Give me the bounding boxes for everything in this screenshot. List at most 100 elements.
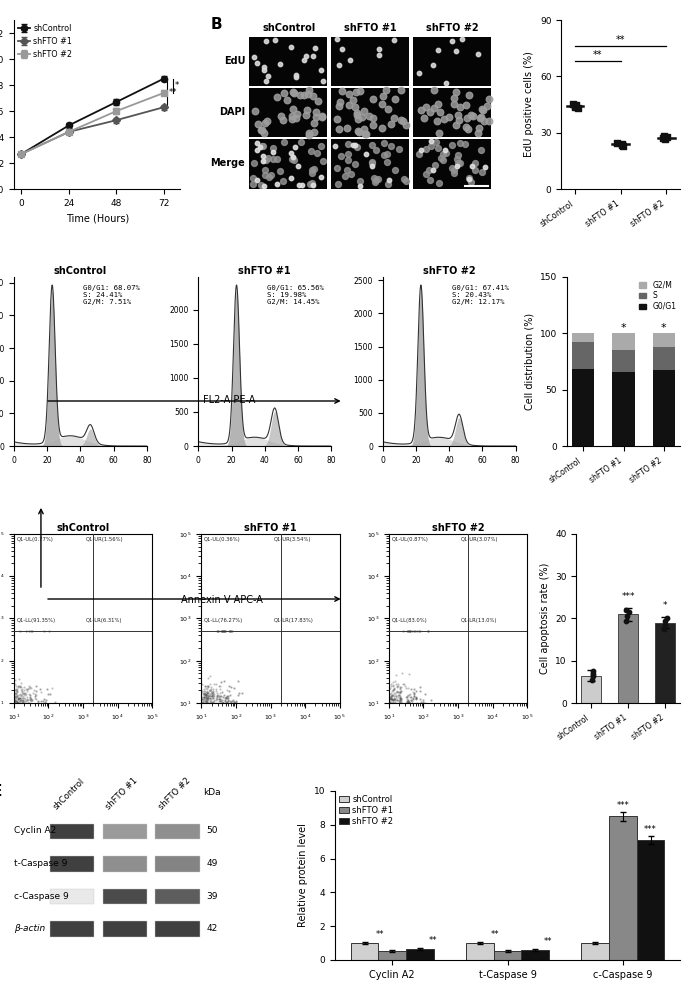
Point: [267, 151, 278, 167]
Point: [373, 704, 384, 720]
Point: [386, 704, 397, 720]
Point: [223, 697, 234, 713]
Point: [9, 724, 20, 740]
Point: [394, 688, 405, 704]
Point: [252, 172, 263, 188]
Point: [214, 704, 226, 720]
Point: [355, 173, 366, 189]
Point: [216, 698, 227, 714]
Point: [31, 707, 42, 723]
Point: [200, 693, 211, 709]
Point: [0, 696, 11, 712]
Point: [226, 694, 237, 710]
Point: [455, 135, 466, 151]
Point: [14, 700, 25, 716]
Point: [390, 710, 401, 726]
Point: [384, 702, 396, 718]
Point: [366, 158, 378, 174]
Point: [399, 171, 410, 187]
Point: [416, 694, 427, 710]
Point: [23, 695, 34, 711]
Point: [207, 704, 218, 720]
Point: [381, 692, 392, 708]
Point: [483, 91, 494, 107]
Point: [383, 701, 394, 717]
Point: [381, 686, 392, 702]
Point: [206, 708, 217, 724]
Point: [196, 691, 208, 707]
Point: [189, 697, 200, 713]
Point: [259, 178, 270, 194]
Point: [390, 719, 401, 735]
Point: [189, 694, 201, 710]
Point: [226, 623, 237, 639]
Point: [182, 685, 193, 701]
Point: [393, 705, 404, 721]
Point: [10, 672, 21, 688]
Point: [569, 98, 580, 114]
Point: [384, 699, 396, 715]
Point: [219, 700, 230, 716]
Bar: [413, 139, 491, 189]
Point: [14, 703, 25, 719]
Point: [232, 700, 244, 716]
Point: [405, 700, 416, 716]
Point: [316, 108, 328, 124]
Point: [341, 120, 353, 136]
Point: [212, 705, 223, 721]
Point: [201, 690, 212, 706]
Point: [24, 695, 35, 711]
Point: [414, 715, 425, 731]
Point: [392, 713, 403, 729]
Point: [24, 623, 35, 639]
Point: [460, 136, 471, 152]
Bar: [572, 333, 594, 342]
Point: [405, 692, 416, 708]
Point: [19, 687, 30, 703]
Text: ***: ***: [622, 592, 635, 601]
Point: [387, 674, 398, 690]
Point: [220, 623, 231, 639]
Point: [401, 699, 412, 715]
Point: [194, 691, 205, 707]
Point: [41, 714, 52, 730]
Point: [409, 623, 420, 639]
Text: G0/G1: 68.07%
S: 24.41%
G2/M: 7.51%: G0/G1: 68.07% S: 24.41% G2/M: 7.51%: [83, 285, 140, 305]
Point: [0, 690, 3, 706]
Point: [186, 705, 197, 721]
Point: [620, 613, 632, 629]
Point: [307, 48, 319, 64]
Point: [12, 704, 23, 720]
Point: [377, 689, 388, 705]
Point: [10, 693, 21, 709]
Point: [396, 694, 407, 710]
Point: [220, 706, 231, 722]
Point: [409, 696, 421, 712]
Point: [31, 687, 42, 703]
Point: [383, 699, 394, 715]
Point: [185, 693, 196, 709]
Point: [24, 714, 35, 730]
Point: [373, 672, 384, 688]
Point: [387, 720, 398, 736]
Point: [10, 693, 21, 709]
Point: [7, 697, 18, 713]
Point: [202, 692, 213, 708]
Point: [199, 708, 210, 724]
Point: [201, 691, 212, 707]
Point: [39, 695, 50, 711]
Point: [200, 712, 211, 728]
Point: [210, 695, 221, 711]
Point: [390, 709, 401, 725]
Point: [232, 673, 244, 689]
Point: [309, 115, 320, 131]
Point: [368, 110, 379, 126]
Point: [373, 686, 384, 702]
Point: [407, 684, 418, 700]
Point: [2, 694, 13, 710]
Point: [291, 110, 302, 126]
Point: [6, 714, 17, 730]
Point: [42, 705, 53, 721]
Point: [392, 713, 403, 729]
Point: [387, 692, 398, 708]
